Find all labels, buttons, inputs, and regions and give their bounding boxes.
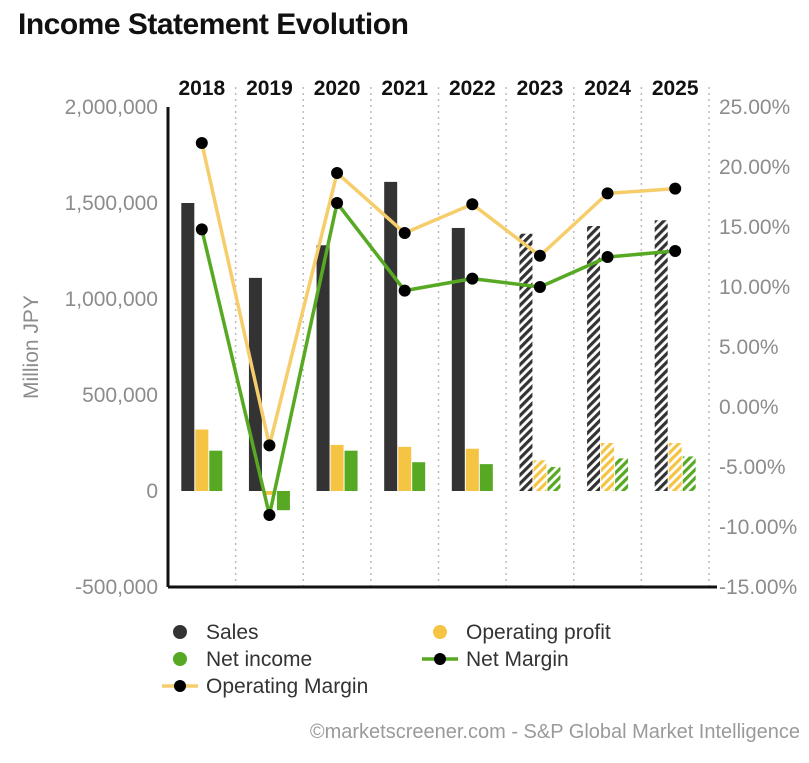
year-label: 2025	[652, 77, 699, 100]
legend-label: Net Margin	[466, 648, 569, 671]
line-net-margin	[200, 201, 676, 517]
left-tick-label: 1,000,000	[65, 288, 158, 311]
point-operating-margin	[466, 198, 479, 211]
bar-net-income	[547, 467, 561, 491]
legend-marker-sales	[173, 625, 187, 639]
point-operating-margin	[195, 137, 208, 149]
bar-sales	[519, 233, 533, 491]
bar-net-income	[276, 491, 290, 511]
right-tick-label: -15.00%	[719, 576, 797, 599]
bar-operating-profit	[262, 491, 276, 495]
point-net-margin	[195, 223, 208, 236]
bar-net-income	[209, 450, 223, 491]
point-net-margin	[601, 251, 614, 263]
left-tick-label: 0	[146, 480, 158, 503]
point-operating-margin	[601, 187, 614, 200]
bar-net-income	[412, 462, 426, 491]
bar-operating-profit	[533, 460, 547, 491]
year-label: 2018	[178, 77, 225, 100]
year-label: 2021	[381, 77, 428, 100]
point-net-margin	[533, 281, 546, 293]
legend-label: Sales	[206, 621, 259, 644]
legend-dot-operating-margin	[174, 680, 186, 692]
left-tick-label: -500,000	[75, 576, 158, 599]
bar-operating-profit	[465, 448, 479, 491]
bar-operating-profit	[398, 446, 412, 491]
point-net-margin	[331, 197, 344, 209]
left-tick-label: 500,000	[82, 384, 158, 407]
y-axis-label: Million JPY	[20, 295, 43, 399]
bar-net-income	[682, 456, 696, 491]
bar-sales	[654, 220, 668, 491]
bar-operating-profit	[601, 443, 615, 491]
left-tick-label: 2,000,000	[65, 96, 158, 119]
year-label: 2022	[449, 77, 496, 100]
point-net-margin	[398, 284, 411, 297]
bar-sales	[316, 245, 330, 491]
legend-dot-net-margin	[434, 653, 446, 665]
right-tick-label: 20.00%	[719, 156, 790, 179]
line-operating-margin	[200, 142, 676, 448]
right-tick-label: 10.00%	[719, 276, 790, 299]
credit-text: ©marketscreener.com - S&P Global Market …	[310, 721, 800, 743]
year-label: 2019	[246, 77, 293, 100]
chart-title: Income Statement Evolution	[18, 8, 409, 41]
bar-net-income	[479, 464, 493, 491]
bar-sales	[181, 203, 195, 491]
year-label: 2020	[314, 77, 361, 100]
point-net-margin	[466, 272, 479, 285]
bar-operating-profit	[195, 429, 209, 491]
point-net-margin	[263, 509, 276, 521]
point-operating-margin	[263, 439, 276, 452]
bar-net-income	[615, 458, 629, 491]
bar-sales	[384, 181, 398, 491]
point-net-margin	[669, 245, 682, 257]
year-label: 2023	[517, 77, 564, 100]
point-operating-margin	[398, 227, 411, 239]
right-tick-label: -5.00%	[719, 456, 786, 479]
point-operating-margin	[669, 182, 682, 195]
bar-sales	[451, 227, 465, 491]
bar-sales	[587, 226, 601, 492]
bar-operating-profit	[668, 443, 682, 491]
legend-marker-operating-profit	[433, 625, 447, 639]
right-tick-label: 5.00%	[719, 336, 779, 359]
right-tick-label: 25.00%	[719, 96, 790, 119]
legend-label: Net income	[206, 648, 312, 671]
left-tick-label: 1,500,000	[65, 192, 158, 215]
right-tick-label: 15.00%	[719, 216, 790, 239]
bar-operating-profit	[330, 444, 344, 491]
legend-label: Operating Margin	[206, 675, 368, 698]
bar-net-income	[344, 450, 358, 491]
right-tick-label: -10.00%	[719, 516, 797, 539]
legend-label: Operating profit	[466, 621, 611, 644]
right-tick-label: 0.00%	[719, 396, 779, 419]
legend-marker-net-income	[173, 652, 187, 666]
point-operating-margin	[533, 249, 546, 262]
point-operating-margin	[331, 167, 344, 179]
year-label: 2024	[584, 77, 631, 100]
